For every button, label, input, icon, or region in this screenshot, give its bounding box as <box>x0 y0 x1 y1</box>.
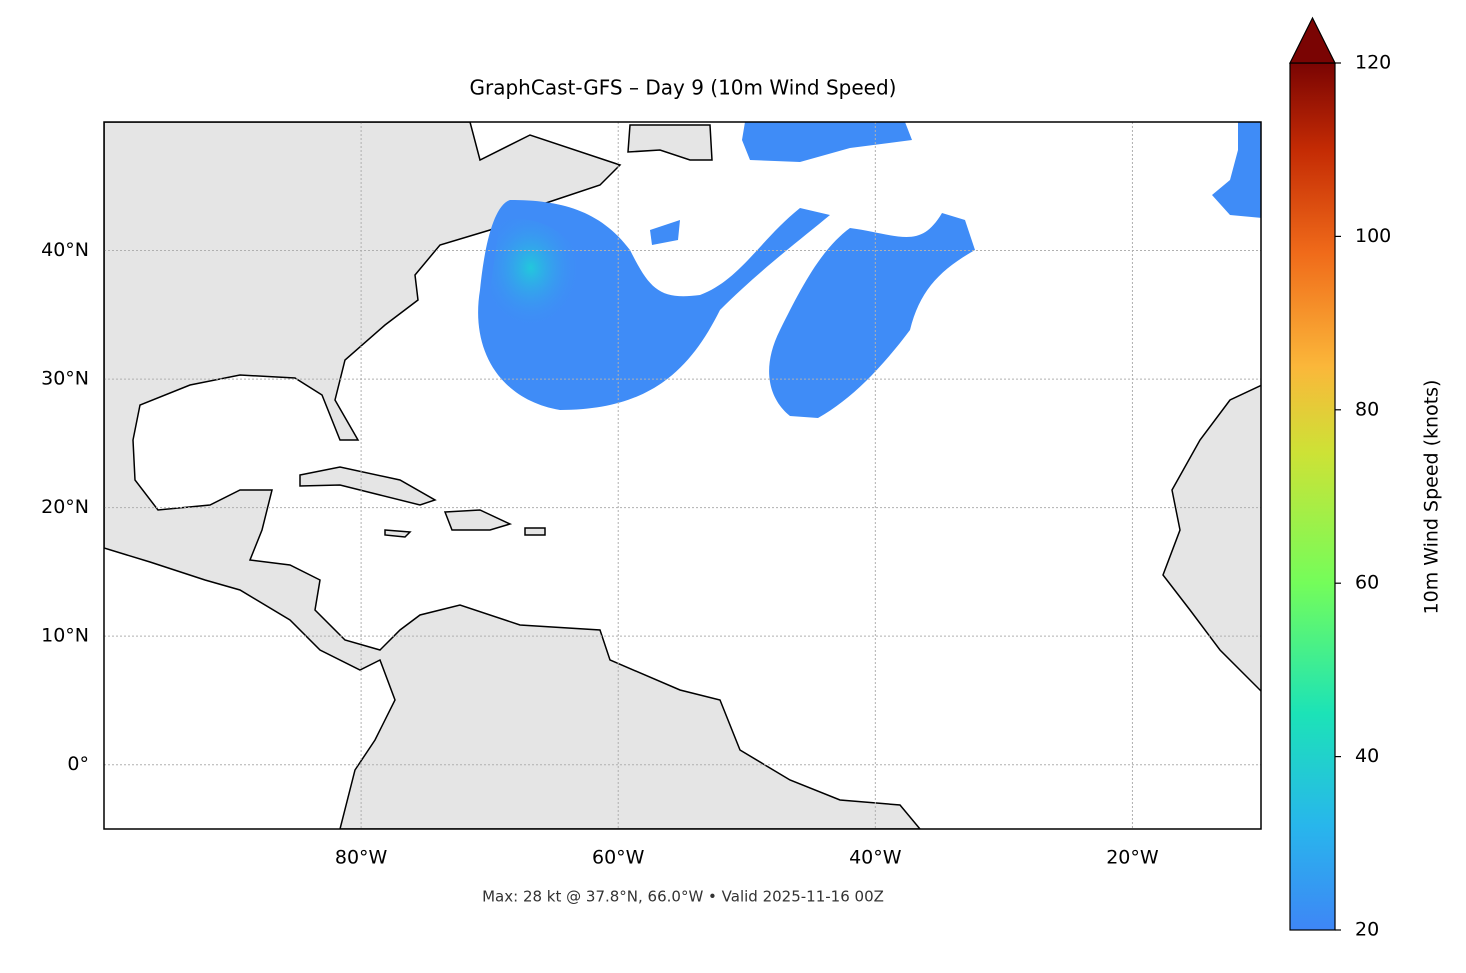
y-tick-label: 0° <box>67 753 89 775</box>
puerto-rico <box>524 527 546 536</box>
colorbar <box>1289 62 1336 931</box>
map <box>104 122 1261 829</box>
y-tick-label: 40°N <box>41 239 89 261</box>
y-tick-label: 30°N <box>41 368 89 390</box>
wind-area <box>1212 122 1261 218</box>
y-tick-label: 10°N <box>41 625 89 647</box>
colorbar-tick-label: 20 <box>1355 919 1379 941</box>
colorbar-tick-label: 60 <box>1355 572 1379 594</box>
subtitle: Max: 28 kt @ 37.8°N, 66.0°W • Valid 2025… <box>482 888 884 906</box>
colorbar-tick-label: 120 <box>1355 52 1391 74</box>
x-tick-label: 20°W <box>1106 847 1159 869</box>
x-tick-label: 60°W <box>592 847 645 869</box>
colorbar-tick-label: 40 <box>1355 745 1379 767</box>
wind-area <box>650 220 680 245</box>
americas <box>104 122 921 829</box>
y-tick-label: 20°N <box>41 496 89 518</box>
newfoundland <box>627 124 713 161</box>
colorbar-tick-label: 80 <box>1355 398 1379 420</box>
hispaniola <box>443 509 513 531</box>
wind-core <box>490 218 592 342</box>
africa <box>1162 384 1261 693</box>
wind-area <box>769 213 975 418</box>
colorbar-tick-label: 100 <box>1355 225 1391 247</box>
chart-title: GraphCast-GFS – Day 9 (10m Wind Speed) <box>470 76 897 100</box>
x-tick-label: 80°W <box>335 847 388 869</box>
colorbar-extend <box>1289 16 1336 64</box>
map-frame <box>103 121 1262 830</box>
colorbar-label: 10m Wind Speed (knots) <box>1421 380 1443 615</box>
cuba <box>299 466 437 506</box>
wind-area <box>742 122 912 162</box>
jamaica <box>384 529 412 538</box>
x-tick-label: 40°W <box>849 847 902 869</box>
